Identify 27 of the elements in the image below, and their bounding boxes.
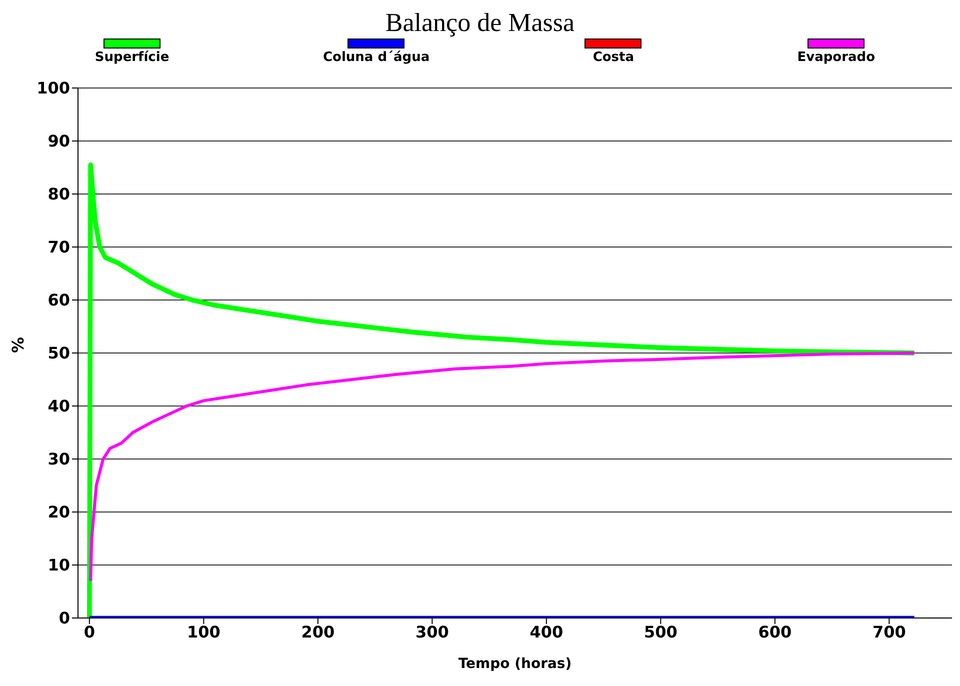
y-tick-label: 50 bbox=[48, 344, 70, 363]
x-tick-label: 300 bbox=[415, 622, 449, 642]
y-tick-label: 20 bbox=[48, 502, 70, 522]
y-tick-label: 0 bbox=[58, 608, 70, 628]
legend-label: Evaporado bbox=[797, 50, 876, 65]
x-tick-label: 400 bbox=[530, 622, 564, 642]
line-series bbox=[89, 352, 916, 582]
y-tick-label: 70 bbox=[48, 238, 70, 257]
y-tick-label: 30 bbox=[48, 450, 70, 469]
legend-label: Coluna d´água bbox=[322, 50, 430, 65]
y-tick-label: 40 bbox=[48, 396, 70, 416]
y-axis-title: % bbox=[8, 336, 28, 353]
chart-title: Balanço de Massa bbox=[384, 8, 576, 38]
y-tick-label: 10 bbox=[48, 556, 70, 575]
y-tick-label: 60 bbox=[48, 290, 70, 310]
y-tick-label: 80 bbox=[48, 184, 70, 204]
x-tick-label: 600 bbox=[758, 622, 792, 642]
x-tick-label: 0 bbox=[84, 622, 95, 642]
x-axis-title: Tempo (horas) bbox=[458, 656, 572, 672]
x-tick-label: 100 bbox=[186, 622, 220, 642]
y-tick-label: 90 bbox=[48, 132, 70, 151]
legend-label: Superfície bbox=[94, 50, 170, 65]
y-tick-label: 100 bbox=[36, 78, 70, 98]
x-tick-label: 500 bbox=[644, 622, 678, 642]
x-tick-label: 200 bbox=[301, 622, 335, 642]
x-tick-label: 700 bbox=[872, 622, 906, 642]
legend-label: Costa bbox=[592, 50, 634, 65]
